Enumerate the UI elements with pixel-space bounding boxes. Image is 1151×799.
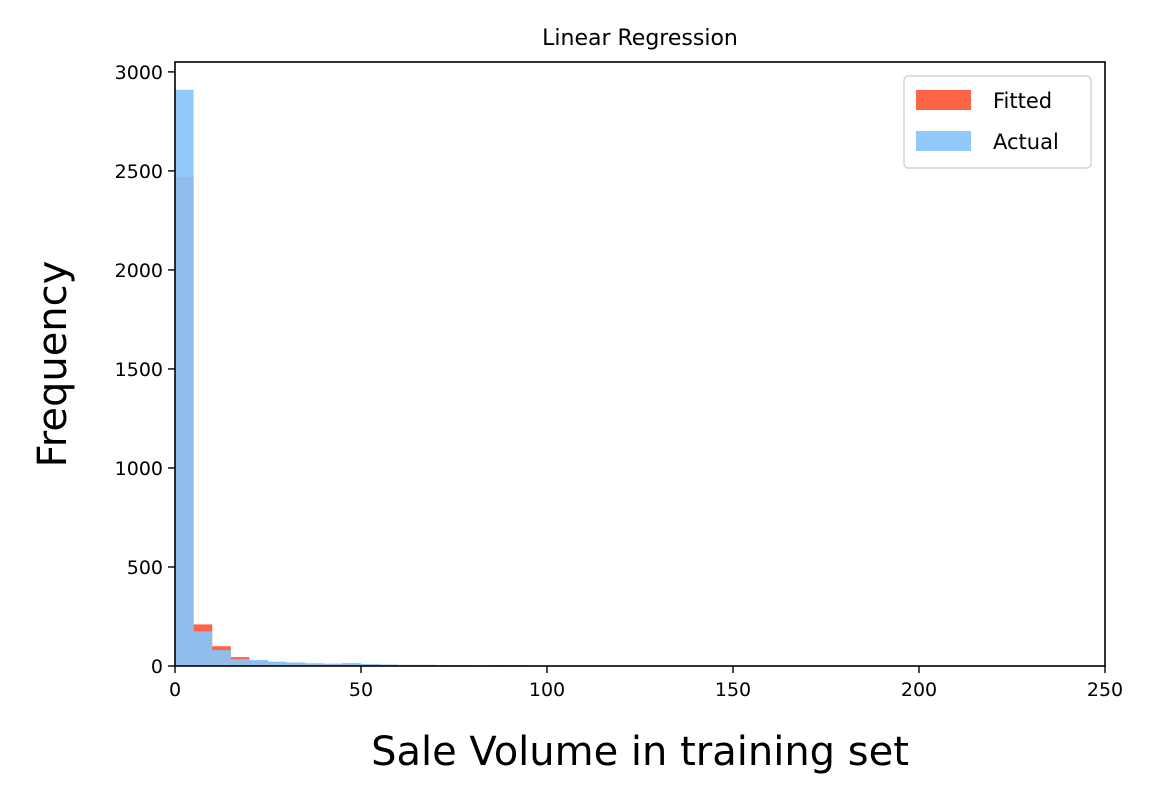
bar-actual bbox=[175, 89, 194, 666]
x-axis-label: Sale Volume in training set bbox=[371, 729, 909, 775]
x-tick-label: 50 bbox=[349, 679, 373, 701]
bar-actual bbox=[230, 659, 250, 666]
y-tick-label: 500 bbox=[127, 557, 163, 579]
y-tick-label: 1500 bbox=[115, 359, 163, 381]
bar-actual bbox=[249, 660, 268, 666]
y-tick-label: 2500 bbox=[115, 161, 163, 183]
bar-actual bbox=[305, 663, 324, 666]
bar-actual bbox=[193, 631, 213, 666]
bars-layer bbox=[175, 89, 529, 666]
series-actual bbox=[175, 89, 529, 666]
x-tick-label: 250 bbox=[1087, 679, 1123, 701]
chart-title: Linear Regression bbox=[542, 26, 738, 51]
bar-actual bbox=[361, 664, 380, 666]
legend-swatch-fitted bbox=[916, 90, 971, 110]
x-tick-label: 200 bbox=[901, 679, 937, 701]
x-axis-ticks: 0 50 100 150 200 250 bbox=[169, 666, 1123, 701]
bar-actual bbox=[342, 663, 361, 666]
y-tick-label: 3000 bbox=[115, 62, 163, 84]
y-axis-label: Frequency bbox=[30, 261, 76, 468]
plot-frame bbox=[174, 61, 1106, 667]
y-tick-label: 1000 bbox=[115, 458, 163, 480]
bar-actual bbox=[286, 662, 306, 666]
bar-actual bbox=[212, 650, 231, 666]
x-tick-label: 150 bbox=[715, 679, 751, 701]
y-tick-label: 0 bbox=[151, 656, 163, 678]
bar-actual bbox=[323, 663, 343, 666]
x-tick-label: 100 bbox=[529, 679, 565, 701]
series-fitted bbox=[175, 176, 529, 666]
legend-swatch-actual bbox=[916, 131, 971, 151]
y-tick-label: 2000 bbox=[115, 260, 163, 282]
legend-label-fitted: Fitted bbox=[993, 89, 1052, 113]
y-axis-ticks: 0 500 1000 1500 2000 2500 3000 bbox=[115, 62, 175, 678]
legend-label-actual: Actual bbox=[993, 130, 1059, 154]
x-tick-label: 0 bbox=[169, 679, 181, 701]
legend: Fitted Actual bbox=[903, 75, 1092, 169]
bar-actual bbox=[268, 661, 287, 666]
